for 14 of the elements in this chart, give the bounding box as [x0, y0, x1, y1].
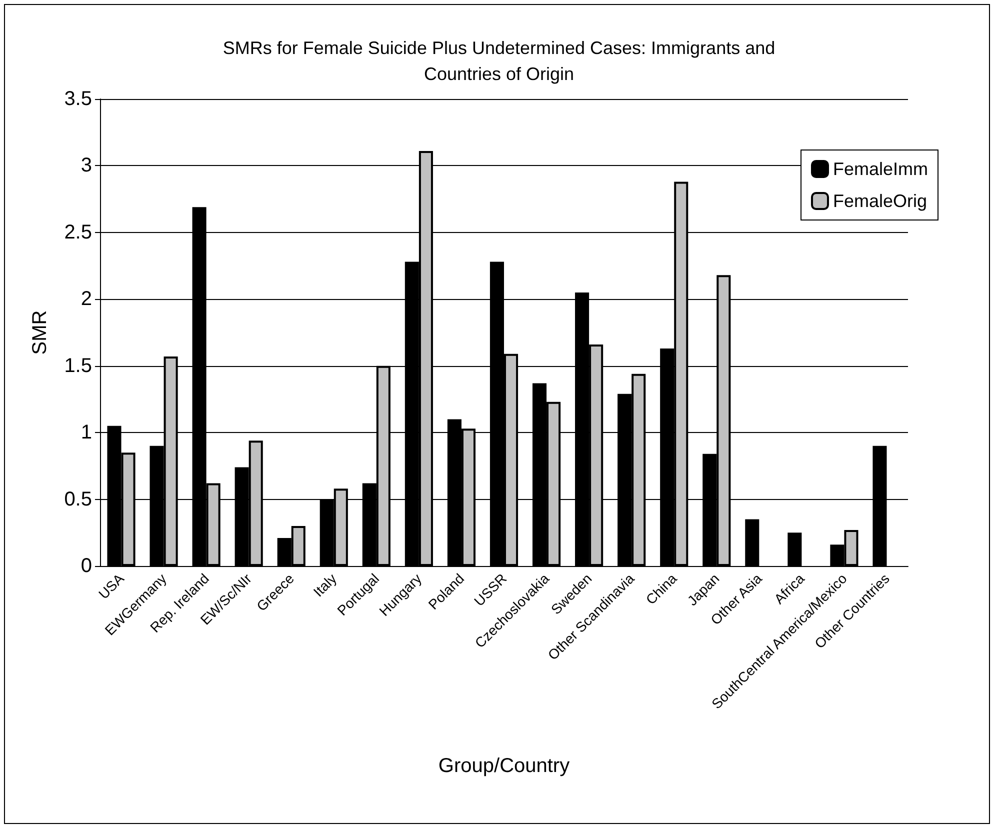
y-tick-label: 1 [80, 422, 92, 444]
legend-label: FemaleImm [832, 159, 928, 179]
y-tick-label: 0.5 [64, 488, 92, 510]
y-tick-label: 0 [80, 555, 92, 577]
y-tick-label: 3.5 [64, 88, 92, 110]
x-tick-label: Italy [310, 570, 340, 600]
y-tick-label: 2.5 [64, 221, 92, 244]
y-tick-label: 1.5 [64, 354, 92, 377]
legend-label: FemaleOrig [832, 191, 928, 211]
x-axis-title: Group/Country [438, 755, 570, 777]
y-tick-label: 2 [80, 288, 92, 310]
chart-title: SMRs for Female Suicide Plus Undetermined Cases: Immigrants and Countries of Origin [222, 38, 776, 84]
y-tick-label: 3 [80, 154, 92, 177]
y-axis-title: SMR [29, 310, 51, 355]
